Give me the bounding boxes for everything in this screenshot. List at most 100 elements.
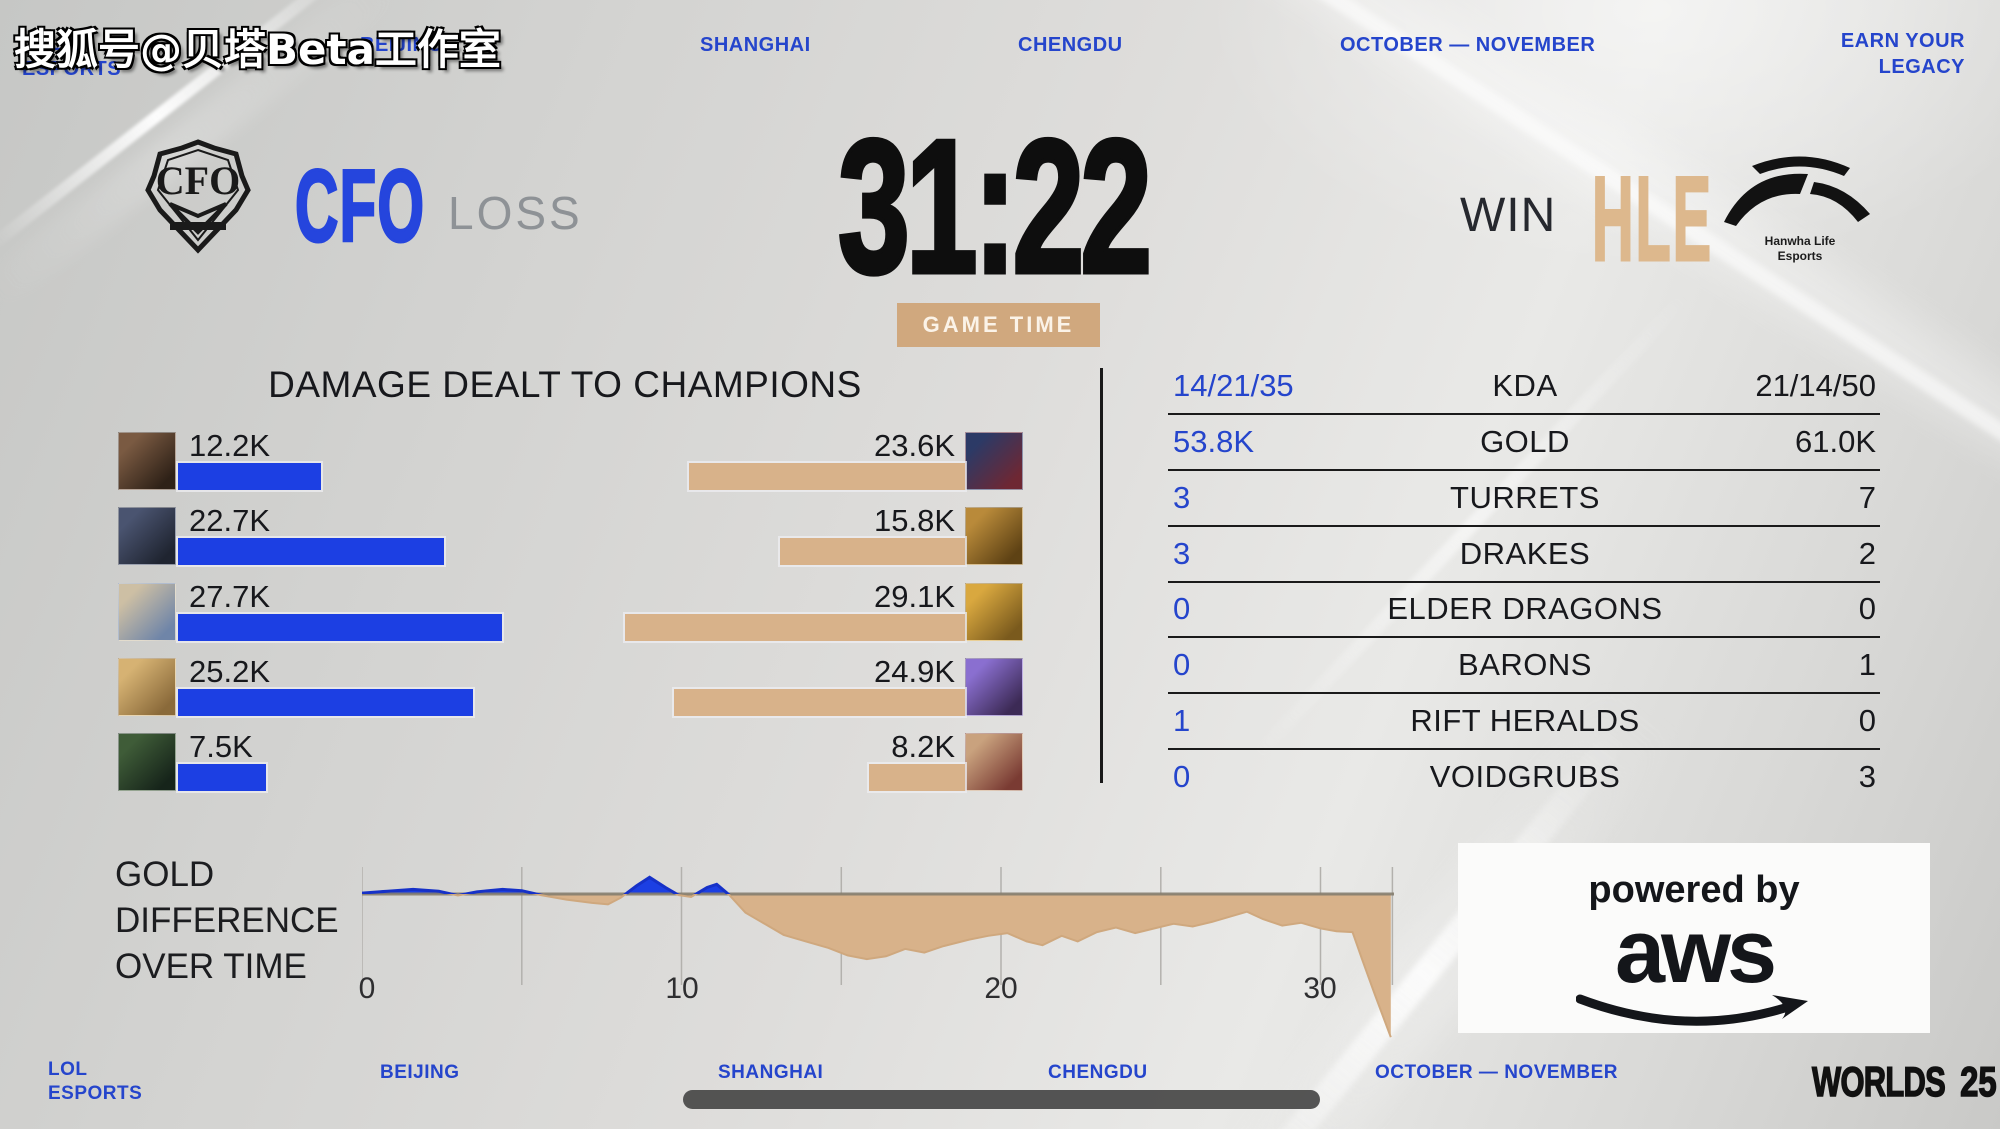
champion-portrait: [118, 583, 176, 641]
stats-row: 1 RIFT HERALDS 0: [0, 703, 2000, 743]
damage-row: 8.2K: [0, 729, 2000, 795]
damage-value: 8.2K: [891, 729, 955, 764]
damage-row: 23.6K: [0, 428, 2000, 494]
damage-bar: [178, 614, 502, 641]
topnav-shanghai: SHANGHAI: [700, 34, 811, 56]
video-progress-bar[interactable]: [683, 1090, 1320, 1109]
damage-bar: [178, 689, 473, 716]
damage-bar: [674, 689, 965, 716]
damage-bar: [178, 463, 321, 490]
damage-bar: [178, 764, 266, 791]
x-tick: 20: [984, 972, 1018, 1005]
stat-right-value: 2: [1858, 536, 1876, 571]
svg-text:CFO: CFO: [156, 158, 240, 203]
damage-value: 12.2K: [189, 428, 271, 463]
stat-label: KDA: [1492, 368, 1558, 403]
damage-value: 25.2K: [189, 654, 271, 689]
damage-bar: [689, 463, 965, 490]
team-right-result: WIN: [1460, 189, 1557, 242]
aws-logo-text: aws: [1614, 902, 1777, 1002]
stat-left-value: 0: [1173, 591, 1191, 626]
stat-label: TURRETS: [1450, 480, 1600, 515]
stat-right-value: 0: [1858, 591, 1876, 626]
stats-row: 0 ELDER DRAGONS 0: [0, 591, 2000, 631]
champion-portrait: [965, 432, 1023, 490]
bottomnav-dates: OCTOBER — NOVEMBER: [1375, 1062, 1619, 1083]
stat-label: GOLD: [1480, 424, 1570, 459]
stat-right-value: 3: [1858, 759, 1876, 794]
damage-bar: [625, 614, 965, 641]
champion-portrait: [118, 507, 176, 565]
aws-smile-icon: [1576, 994, 1808, 1026]
damage-row: 24.9K: [0, 654, 2000, 720]
damage-row: 22.7K: [0, 503, 2000, 569]
team-left-result: LOSS: [448, 187, 583, 239]
gold-diff-label: GOLD DIFFERENCE OVER TIME: [115, 855, 339, 986]
stat-label: BARONS: [1458, 647, 1592, 682]
worlds-year: 25: [1959, 1057, 1997, 1106]
damage-title: DAMAGE DEALT TO CHAMPIONS: [268, 364, 862, 405]
topnav-beijing: BEIJING: [360, 34, 444, 56]
damage-value: 29.1K: [873, 579, 955, 614]
damage-row: 25.2K: [0, 654, 2000, 720]
stats-divider: [1168, 748, 1880, 750]
stats-row: 53.8K GOLD 61.0K: [0, 424, 2000, 464]
hle-org-name: Hanwha Life Esports: [1764, 234, 1836, 263]
damage-row: 7.5K: [0, 729, 2000, 795]
champion-portrait: [118, 658, 176, 716]
stats-divider: [1168, 413, 1880, 415]
damage-row: 12.2K: [0, 428, 2000, 494]
stat-label: RIFT HERALDS: [1410, 703, 1640, 738]
powered-by-text: powered by: [1588, 869, 1800, 911]
champion-portrait: [965, 583, 1023, 641]
champion-portrait: [118, 733, 176, 791]
stat-left-value: 1: [1173, 703, 1191, 738]
stats-divider: [1168, 469, 1880, 471]
stat-label: ELDER DRAGONS: [1387, 591, 1663, 626]
x-tick: 30: [1303, 972, 1337, 1005]
stats-row: 14/21/35 KDA 21/14/50: [0, 368, 2000, 408]
worlds-25-logo: WORLDS 25: [1811, 1057, 1997, 1106]
damage-value: 24.9K: [873, 654, 955, 689]
stats-divider: [1168, 525, 1880, 527]
damage-row: 15.8K: [0, 503, 2000, 569]
topnav-earn-your-legacy: EARN YOUR LEGACY: [1840, 30, 1965, 78]
stat-right-value: 1: [1858, 647, 1876, 682]
gold-diff-chart: [362, 867, 1394, 1038]
bottomnav-lol-esports: LOL ESPORTS: [48, 1059, 143, 1104]
cfo-crest-logo: CFO: [145, 139, 251, 254]
stat-label: DRAKES: [1459, 536, 1591, 571]
section-divider: [1100, 368, 1103, 783]
damage-bar: [869, 764, 965, 791]
stats-row: 0 VOIDGRUBS 3: [0, 759, 2000, 799]
stats-divider: [1168, 636, 1880, 638]
aws-card: powered by aws: [1458, 843, 1930, 1033]
hle-logo: [1724, 156, 1870, 226]
stat-left-value: 0: [1173, 647, 1191, 682]
stats-divider: [1168, 581, 1880, 583]
stat-left-value: 53.8K: [1173, 424, 1255, 459]
champion-portrait: [118, 432, 176, 490]
chart-baseline: [362, 892, 1394, 896]
x-tick: 10: [665, 972, 699, 1005]
damage-bar: [780, 538, 965, 565]
bottomnav-beijing: BEIJING: [380, 1062, 460, 1083]
x-tick: 0: [358, 972, 376, 1005]
stat-right-value: 21/14/50: [1755, 368, 1876, 403]
stat-left-value: 14/21/35: [1173, 368, 1294, 403]
damage-value: 23.6K: [873, 428, 955, 463]
team-left-tag: CFO: [294, 147, 426, 264]
stats-row: 0 BARONS 1: [0, 647, 2000, 687]
stats-row: 3 DRAKES 2: [0, 536, 2000, 576]
team-right-tag: HLE: [1591, 151, 1713, 288]
damage-row: 27.7K: [0, 579, 2000, 645]
bottomnav-shanghai: SHANGHAI: [718, 1062, 824, 1083]
worlds-text: WORLDS: [1811, 1057, 1946, 1106]
stat-left-value: 0: [1173, 759, 1191, 794]
damage-value: 22.7K: [189, 503, 271, 538]
damage-row: 29.1K: [0, 579, 2000, 645]
stats-row: 3 TURRETS 7: [0, 480, 2000, 520]
stat-right-value: 0: [1858, 703, 1876, 738]
topnav-chengdu: CHENGDU: [1018, 34, 1123, 56]
